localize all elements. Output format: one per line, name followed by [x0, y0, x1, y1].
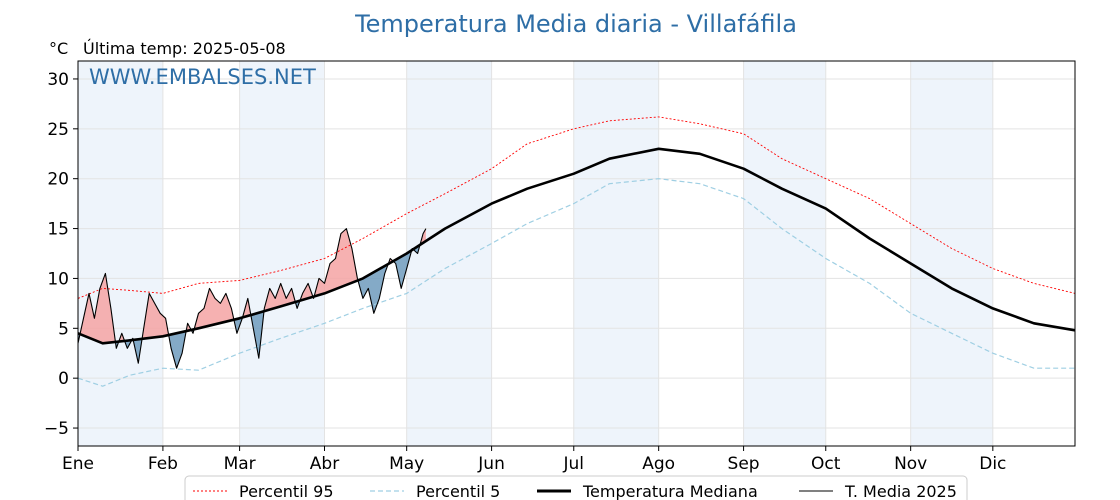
last-temp-label: Última temp: 2025-05-08: [83, 39, 286, 58]
above-median-fill: [194, 288, 235, 330]
median-line: [77, 147, 1076, 345]
p95-line: [77, 116, 1076, 299]
x-tick-label: Ene: [62, 454, 94, 474]
above-median-fill: [300, 283, 314, 301]
month-band-nov: [910, 61, 993, 446]
x-axis: Ene Feb Mar Abr May Jun Jul Ago Sep Oct Nov Dic: [62, 446, 1006, 474]
y-tick-label: 5: [58, 319, 69, 339]
chart-title: Temperatura Media diaria - Villafáfila: [354, 10, 797, 38]
below-median-fill: [133, 338, 143, 364]
series-lines: [77, 116, 1076, 387]
x-tick-label: Nov: [894, 454, 927, 474]
legend-label-2025: T. Media 2025: [844, 482, 957, 500]
y-tick-label: 30: [47, 70, 69, 90]
x-tick-label: Sep: [728, 454, 760, 474]
below-median-fill: [358, 263, 389, 314]
y-tick-label: 15: [47, 220, 69, 240]
month-band-may: [406, 61, 492, 446]
y-tick-label: 20: [47, 170, 69, 190]
x-tick-label: Mar: [224, 454, 256, 474]
legend: Percentil 95 Percentil 5 Temperatura Med…: [184, 475, 968, 500]
above-median-fill: [314, 228, 359, 297]
y-axis-unit: °C: [49, 39, 68, 58]
x-tick-label: Jun: [477, 454, 505, 474]
legend-label-p5: Percentil 5: [416, 482, 500, 500]
legend-box: [184, 475, 968, 500]
x-tick-label: Abr: [310, 454, 339, 474]
y-tick-label: 25: [47, 120, 69, 140]
current-year-line: [77, 228, 427, 369]
below-median-fill: [251, 311, 265, 359]
x-tick-label: Ago: [642, 454, 675, 474]
legend-label-median: Temperatura Mediana: [582, 482, 758, 500]
plot-frame: [77, 60, 1076, 447]
y-axis: −5 0 5 10 15 20 25 30: [44, 70, 78, 439]
x-tick-label: Dic: [979, 454, 1006, 474]
month-band-sep: [743, 61, 826, 446]
x-tick-label: Feb: [148, 454, 178, 474]
month-band-ene: [78, 61, 163, 446]
above-median-fill: [80, 273, 116, 344]
y-tick-label: 0: [58, 369, 69, 389]
p5-line: [77, 178, 1075, 387]
x-tick-label: Jul: [563, 454, 585, 474]
y-tick-label: −5: [44, 419, 69, 439]
y-tick-label: 10: [47, 269, 69, 289]
x-tick-label: Oct: [811, 454, 841, 474]
watermark: WWW.EMBALSES.NET: [89, 65, 316, 89]
month-band-mar: [239, 61, 325, 446]
above-median-fill: [142, 293, 170, 339]
x-tick-label: May: [389, 454, 424, 474]
month-band-jul: [573, 61, 659, 446]
above-median-fill: [243, 298, 252, 318]
legend-label-p95: Percentil 95: [239, 482, 334, 500]
below-median-fill: [169, 331, 187, 369]
month-bands: [78, 61, 993, 446]
above-median-fill: [264, 283, 296, 312]
